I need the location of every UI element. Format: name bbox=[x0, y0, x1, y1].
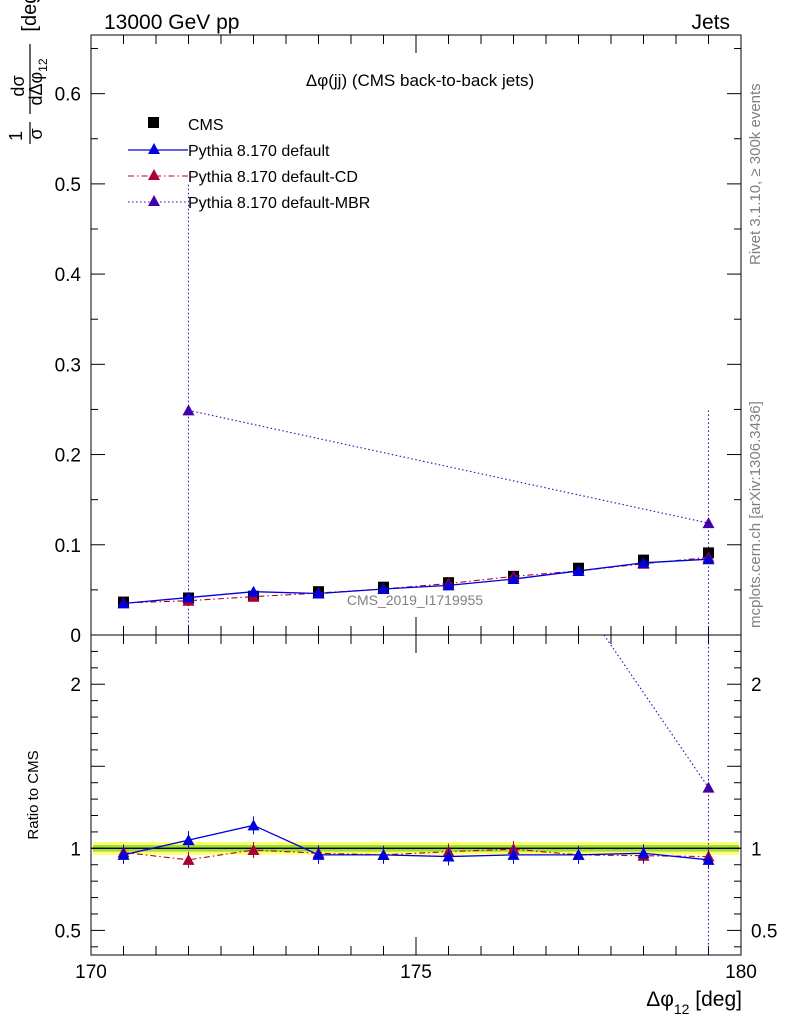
x-tick-labels: 170 175 180 bbox=[75, 962, 757, 983]
mbr-series-line bbox=[188, 409, 709, 524]
ratio-default-line bbox=[123, 824, 709, 861]
mbr-point bbox=[702, 517, 715, 529]
ratio-default-point bbox=[117, 848, 130, 860]
main-y-tick-label: 0.6 bbox=[55, 85, 81, 106]
ratio-y-tick-label: 2 bbox=[70, 675, 81, 696]
x-axis-label: Δφ12 [deg] bbox=[646, 988, 742, 1017]
legend-label-cms: CMS bbox=[188, 117, 224, 134]
ratio-axis-ticks bbox=[90, 635, 742, 955]
ratio-default-point bbox=[507, 848, 520, 860]
legend-marker-cd bbox=[148, 169, 160, 180]
header-left: 13000 GeV pp bbox=[104, 11, 239, 34]
main-y-axis-label: 1 σ dσ dΔφ12 [deg-1] bbox=[6, 0, 50, 144]
ratio-default-point bbox=[247, 819, 260, 831]
ratio-mbr-point bbox=[702, 781, 715, 793]
ratio-plot-panel: 0.5 0.5 1 1 2 2 Ratio to CMS bbox=[25, 634, 778, 956]
ratio-y-tick-label-right: 1 bbox=[751, 839, 762, 860]
default-point bbox=[377, 582, 390, 594]
default-point bbox=[507, 573, 520, 585]
default-point bbox=[312, 587, 325, 599]
default-point bbox=[572, 564, 585, 576]
mcplots-reference-label: mcplots.cern.ch [arXiv:1306.3436] bbox=[747, 401, 764, 628]
default-series-line bbox=[123, 558, 709, 605]
ratio-y-tick-labels: 0.5 0.5 1 1 2 2 bbox=[55, 675, 778, 942]
ratio-cd-line bbox=[123, 848, 709, 861]
ratio-y-tick-label-right: 0.5 bbox=[751, 921, 777, 942]
legend-label-cd: Pythia 8.170 default-CD bbox=[188, 169, 358, 186]
main-y-tick-label: 0 bbox=[70, 626, 81, 647]
svg-text:dσ: dσ bbox=[8, 75, 28, 96]
ratio-frame bbox=[90, 634, 742, 956]
legend-marker-default bbox=[148, 143, 160, 154]
ratio-cd-point bbox=[247, 843, 260, 855]
ratio-y-axis-label: Ratio to CMS bbox=[25, 750, 42, 839]
main-y-tick-label: 0.1 bbox=[55, 536, 81, 557]
ratio-y-tick-label: 0.5 bbox=[55, 921, 81, 942]
ratio-mbr-line bbox=[603, 634, 709, 788]
main-series-layer bbox=[117, 184, 715, 635]
default-point bbox=[702, 553, 715, 565]
default-point bbox=[247, 585, 260, 597]
default-point bbox=[442, 579, 455, 591]
main-plot-panel: 0 0.1 0.2 0.3 0.4 0.5 0.6 CMS_2019_I1719955 Δφ… bbox=[6, 0, 742, 647]
main-y-tick-labels: 0 0.1 0.2 0.3 0.4 0.5 0.6 bbox=[55, 85, 82, 647]
ratio-default-point bbox=[442, 850, 455, 862]
ratio-default-point bbox=[312, 848, 325, 860]
header-right: Jets bbox=[691, 11, 730, 34]
ratio-y-tick-label-right: 2 bbox=[751, 675, 762, 696]
default-point bbox=[182, 591, 195, 603]
default-point bbox=[117, 597, 130, 609]
legend-marker-mbr bbox=[148, 195, 160, 206]
ratio-default-point bbox=[182, 834, 195, 846]
svg-text:σ: σ bbox=[26, 128, 46, 139]
ratio-default-point bbox=[637, 847, 650, 859]
main-y-tick-label: 0.4 bbox=[55, 265, 82, 286]
main-y-tick-label: 0.5 bbox=[55, 175, 81, 196]
x-tick-label: 175 bbox=[400, 962, 432, 983]
main-y-tick-label: 0.3 bbox=[55, 355, 81, 376]
svg-text:1: 1 bbox=[6, 131, 26, 141]
ratio-default-point bbox=[377, 848, 390, 860]
rivet-version-label: Rivet 3.1.10, ≥ 300k events bbox=[747, 83, 764, 265]
default-point bbox=[637, 556, 650, 568]
ratio-series-layer bbox=[117, 634, 715, 955]
x-tick-label: 180 bbox=[725, 962, 757, 983]
ratio-default-point bbox=[702, 853, 715, 865]
analysis-watermark: CMS_2019_I1719955 bbox=[347, 592, 483, 608]
main-axis-ticks bbox=[90, 35, 742, 636]
ratio-y-tick-label: 1 bbox=[70, 839, 81, 860]
chart-title: Δφ(jj) (CMS back-to-back jets) bbox=[306, 71, 534, 90]
svg-text:[deg-1]: [deg-1] bbox=[16, 0, 41, 32]
legend-marker-cms bbox=[148, 117, 159, 128]
main-y-tick-label: 0.2 bbox=[55, 446, 81, 467]
legend-label-mbr: Pythia 8.170 default-MBR bbox=[188, 195, 370, 212]
legend: CMS Pythia 8.170 default Pythia 8.170 de… bbox=[128, 117, 370, 212]
ratio-default-point bbox=[572, 848, 585, 860]
mbr-point bbox=[182, 404, 195, 416]
legend-label-default: Pythia 8.170 default bbox=[188, 143, 330, 160]
x-tick-label: 170 bbox=[75, 962, 107, 983]
ratio-cd-point bbox=[182, 853, 195, 865]
